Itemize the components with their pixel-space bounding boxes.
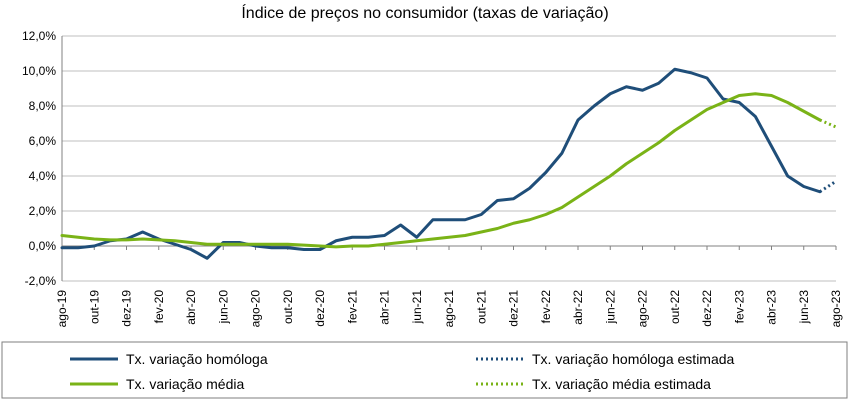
x-tick-label: jun-23 <box>797 290 811 325</box>
x-tick-label: jun-20 <box>216 290 230 325</box>
legend-label: Tx. variação homóloga estimada <box>532 351 735 367</box>
legend-box <box>1 341 848 399</box>
y-tick-label: 12,0% <box>22 29 56 43</box>
x-tick-label: abr-23 <box>765 290 779 325</box>
series-layer <box>60 67 837 260</box>
y-tick-label: 10,0% <box>22 64 56 78</box>
x-tick-label: abr-21 <box>378 290 392 325</box>
y-tick-label: 2,0% <box>29 204 57 218</box>
x-tick-label: fev-20 <box>152 290 166 324</box>
x-tick-label: fev-21 <box>345 290 359 324</box>
x-tick-label: ago-19 <box>55 290 69 328</box>
y-tick-label: 8,0% <box>29 99 57 113</box>
x-axis: ago-19 out-19 dez-19 fev-20 abr-20 jun-20 ago-… <box>55 245 843 328</box>
y-tick-label: -2,0% <box>25 274 57 288</box>
x-tick-label: dez-22 <box>700 290 714 327</box>
x-tick-label: dez-19 <box>120 290 134 327</box>
x-tick-label: dez-20 <box>313 290 327 327</box>
x-tick-label: dez-21 <box>507 290 521 327</box>
series-line-3 <box>60 92 822 249</box>
x-tick-label: ago-21 <box>442 290 456 328</box>
x-tick-label: out-20 <box>281 290 295 324</box>
y-tick-label: 4,0% <box>29 169 57 183</box>
x-tick-label: abr-22 <box>571 290 585 325</box>
x-tick-label: ago-22 <box>636 290 650 328</box>
x-tick-label: out-19 <box>87 290 101 324</box>
x-tick-label: abr-20 <box>184 290 198 325</box>
x-tick-label: out-21 <box>474 290 488 324</box>
legend: Tx. variação homóloga Tx. variação homólo… <box>70 351 735 392</box>
x-tick-label: ago-23 <box>829 290 843 328</box>
legend-label: Tx. variação homóloga <box>126 351 268 367</box>
x-tick-label: jun-21 <box>410 290 424 325</box>
x-tick-label: out-22 <box>668 290 682 324</box>
x-tick-label: fev-22 <box>539 290 553 324</box>
x-tick-label: jun-22 <box>603 290 617 325</box>
series-line-2 <box>819 179 837 194</box>
y-tick-label: 0,0% <box>29 239 57 253</box>
series-line-1 <box>60 67 822 260</box>
x-tick-label: fev-23 <box>732 290 746 324</box>
legend-label: Tx. variação média <box>126 376 244 392</box>
chart-title: Índice de preços no consumidor (taxas de… <box>241 3 608 22</box>
y-tick-label: 6,0% <box>29 134 57 148</box>
x-tick-label: ago-20 <box>249 290 263 328</box>
series-line-4 <box>819 118 837 129</box>
legend-label: Tx. variação média estimada <box>532 376 711 392</box>
y-axis: -2,0% 0,0% 2,0% 4,0% 6,0% 8,0% 10,0% 12,0% <box>22 29 63 288</box>
